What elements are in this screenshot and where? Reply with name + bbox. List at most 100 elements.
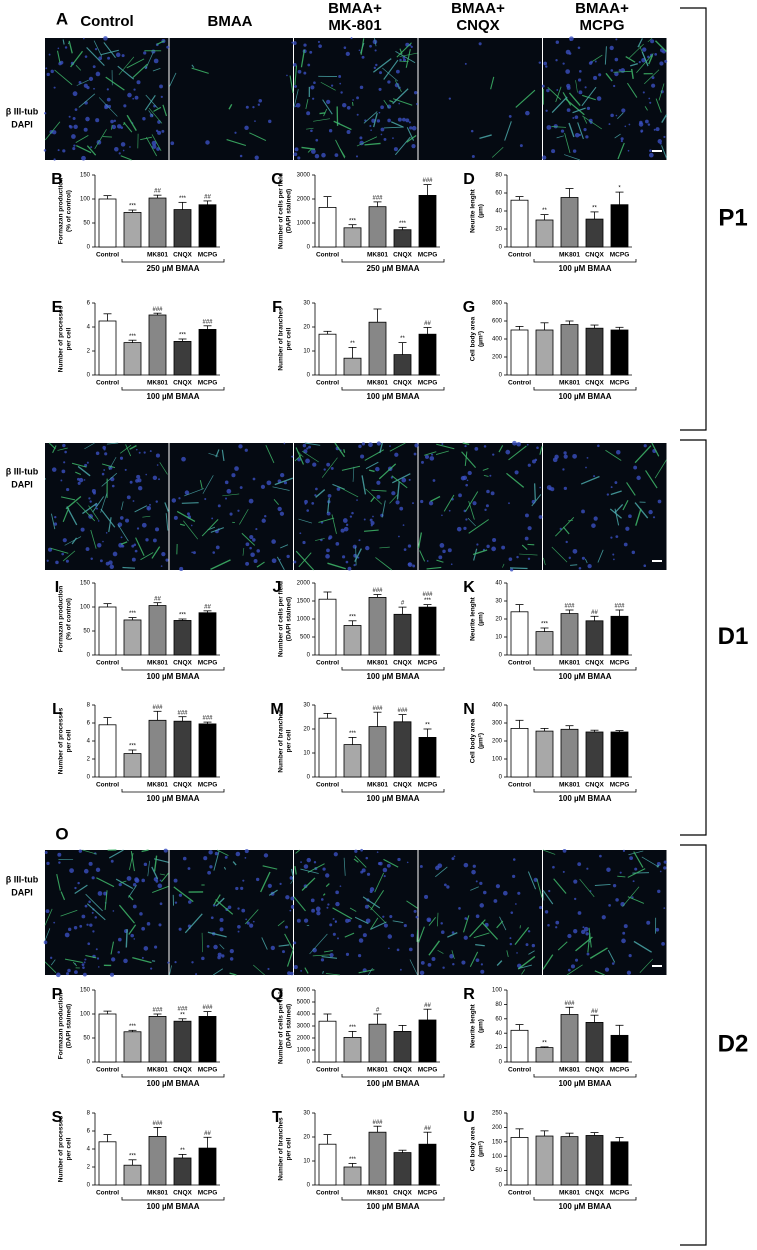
significance-mark: *** (179, 196, 187, 202)
column-header: Control (80, 13, 133, 30)
neurite (555, 86, 562, 103)
significance-mark: *** (129, 204, 137, 210)
neurite (62, 39, 65, 45)
neurite (293, 896, 306, 912)
significance-mark: ### (372, 195, 383, 201)
neurite (370, 890, 384, 911)
neurite (65, 495, 82, 510)
bar (610, 329, 629, 376)
nucleus (588, 118, 593, 123)
neurite (399, 48, 403, 55)
nucleus (572, 548, 578, 554)
nucleus (160, 565, 163, 567)
neurite (320, 81, 336, 91)
nucleus (304, 502, 307, 505)
y-tick-label: 2000 (297, 197, 311, 203)
nucleus (322, 867, 326, 871)
group-bracket (121, 1074, 225, 1078)
significance-mark: ** (542, 1040, 547, 1046)
nucleus (132, 500, 135, 502)
nucleus (608, 123, 611, 126)
nucleus (332, 917, 335, 920)
nucleus (317, 40, 320, 44)
bar (123, 212, 142, 248)
y-axis-label: Neurite lenght (470, 596, 477, 641)
neurite (232, 861, 237, 866)
nucleus (380, 105, 384, 110)
neurite (575, 80, 578, 93)
nucleus (261, 518, 266, 523)
neurite (140, 136, 152, 141)
nucleus (91, 911, 94, 914)
nucleus (566, 108, 571, 112)
nucleus (267, 967, 270, 971)
nucleus (315, 487, 318, 491)
nucleus (448, 97, 451, 100)
nucleus (255, 877, 260, 882)
nucleus (312, 97, 315, 100)
column-header: MK-801 (328, 17, 381, 34)
bar (510, 1029, 529, 1063)
nucleus (413, 452, 417, 456)
nucleus (471, 154, 475, 158)
nucleus (442, 966, 445, 969)
nucleus (383, 875, 386, 878)
x-tick-label: MK801 (147, 380, 168, 387)
nucleus (279, 882, 282, 885)
nucleus (613, 558, 615, 561)
neurite (253, 964, 265, 976)
neurite (389, 442, 406, 452)
nucleus (472, 864, 476, 868)
neurite (399, 52, 418, 57)
bar (585, 218, 604, 248)
neurite (322, 99, 333, 115)
nucleus (244, 448, 248, 452)
significance-mark: *** (349, 614, 357, 620)
y-axis-label: Number of cells per field (278, 581, 285, 657)
group-label: 100 µM BMAA (366, 1079, 419, 1088)
nucleus (405, 118, 410, 123)
nucleus (43, 149, 47, 152)
nucleus (628, 123, 631, 126)
nucleus (283, 481, 288, 485)
nucleus (509, 942, 513, 946)
nucleus (50, 69, 54, 74)
neurite (551, 546, 568, 563)
nucleus (89, 923, 93, 927)
nucleus (421, 460, 424, 464)
nucleus (79, 924, 83, 928)
nucleus (112, 551, 118, 557)
nucleus (334, 921, 337, 923)
nucleus (464, 445, 467, 448)
x-tick-label: CNQX (173, 1067, 192, 1074)
nucleus (609, 45, 614, 51)
neurite (361, 475, 367, 495)
nucleus (577, 46, 581, 49)
nucleus (306, 447, 309, 450)
neurite (219, 944, 225, 950)
x-tick-label: CNQX (393, 1190, 412, 1197)
nucleus (58, 861, 61, 864)
micrograph (169, 849, 295, 976)
group-bracket (533, 789, 637, 793)
x-tick-label: Control (508, 1067, 531, 1074)
neurite (409, 959, 418, 976)
significance-mark: *** (349, 218, 357, 224)
nucleus (248, 498, 254, 504)
neurite (120, 501, 124, 510)
neurite (406, 900, 418, 909)
bar (198, 723, 217, 778)
neurite (284, 933, 294, 950)
neurite (370, 917, 379, 930)
nucleus (525, 943, 529, 947)
neurite (82, 502, 98, 515)
nucleus (160, 95, 163, 98)
nucleus (103, 469, 106, 471)
neurite (597, 549, 604, 563)
neurite (658, 83, 665, 101)
nucleus (57, 852, 62, 857)
neurite (56, 873, 61, 891)
nucleus (318, 44, 322, 48)
nucleus (210, 916, 214, 920)
neurite (375, 557, 393, 571)
